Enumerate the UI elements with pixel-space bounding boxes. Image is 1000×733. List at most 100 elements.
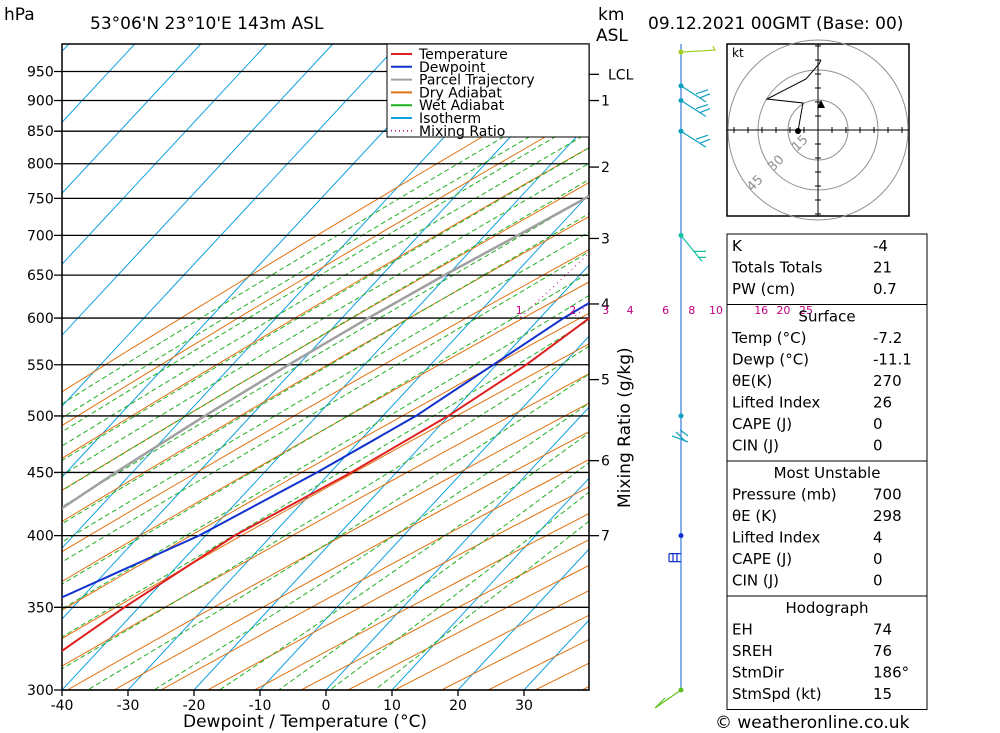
km-tick-label: 6	[601, 454, 610, 470]
pressure-tick-label: 300	[27, 683, 54, 699]
isotherm-line	[193, 264, 589, 690]
most-unstable-row-value: 0	[873, 572, 883, 590]
legend-label: Wet Adiabat	[419, 98, 505, 114]
surface-row-label: θE(K)	[732, 372, 772, 390]
most-unstable-row-label: CIN (J)	[732, 572, 779, 590]
wet-adiabat-line	[62, 162, 589, 476]
profile-lines	[62, 194, 589, 653]
dewpoint-line	[62, 301, 589, 599]
dry-adiabat-line	[62, 373, 589, 667]
storm-motion-marker	[817, 100, 825, 108]
pressure-units-label: hPa	[4, 5, 35, 25]
datetime-label: 09.12.2021 00GMT (Base: 00)	[648, 14, 903, 34]
km-tick-label: 1	[601, 94, 610, 110]
mixing-ratio-label: 8	[688, 304, 695, 317]
surface-row-label: Lifted Index	[732, 394, 820, 412]
hodograph-units: kt	[732, 46, 744, 60]
wet-adiabat-line	[62, 294, 589, 610]
most-unstable-row-value: 298	[873, 507, 902, 525]
isotherm-line	[62, 44, 532, 549]
dry-adiabat-line	[62, 343, 589, 640]
isotherm-line	[62, 44, 334, 336]
x-tick-label: 30	[515, 698, 533, 714]
isotherm-line	[127, 193, 589, 690]
pressure-tick-label: 400	[27, 529, 54, 545]
wind-barb	[680, 100, 711, 118]
wet-adiabat-line	[62, 101, 589, 419]
pressure-axis: 300 350 400 450 500 550 600 650 700 750 800 850 900 9…	[27, 65, 54, 699]
km-units-label: km	[598, 5, 624, 25]
isotherm-line	[62, 44, 466, 478]
wet-adiabat-line	[62, 116, 589, 433]
surface-row-value: 0	[873, 437, 883, 455]
mixing-ratio-label: 20	[776, 304, 790, 317]
mixing-ratio-title: Mixing Ratio (g/kg)	[615, 347, 635, 508]
hodograph-stats-table	[726, 595, 928, 710]
hodograph-stats-row-value: 15	[873, 685, 892, 703]
km-tick-label: 2	[601, 160, 610, 176]
copyright-label: © weatheronline.co.uk	[715, 713, 910, 733]
most-unstable-row-label: Pressure (mb)	[732, 486, 837, 504]
wet-adiabat-line	[62, 213, 589, 525]
x-tick-label: -40	[51, 698, 74, 714]
x-tick-label: 0	[322, 698, 331, 714]
surface-row-value: 0	[873, 415, 883, 433]
wind-barb	[680, 130, 711, 148]
km-tick-label: 3	[601, 231, 610, 247]
wind-barb	[680, 234, 706, 262]
x-tick-label: -10	[249, 698, 272, 714]
indices-row-value: 21	[873, 259, 892, 277]
dry-adiabat-line	[207, 486, 589, 690]
wet-adiabat-line	[62, 147, 589, 462]
wet-adiabat-line	[62, 178, 589, 492]
hodograph-stats-row-value: 76	[873, 642, 892, 660]
most-unstable-row-value: 4	[873, 529, 883, 547]
km-tick-label: 5	[601, 373, 610, 389]
pressure-tick-label: 500	[27, 409, 54, 425]
surface-row-value: -7.2	[873, 329, 902, 347]
legend-label: Isotherm	[419, 111, 481, 127]
mixing-ratio-label: 6	[662, 304, 669, 317]
surface-row-label: Dewp (°C)	[732, 351, 809, 369]
dry-adiabat-line	[113, 431, 589, 690]
wind-barb	[654, 689, 682, 709]
dry-adiabat-line	[62, 181, 589, 491]
asl-units-label: ASL	[596, 26, 628, 46]
location-title: 53°06'N 23°10'E 143m ASL	[90, 14, 324, 34]
km-tick-label: LCL	[608, 67, 634, 83]
indices-row-label: K	[732, 237, 743, 255]
pressure-tick-label: 750	[27, 191, 54, 207]
wet-adiabat-line	[62, 86, 589, 405]
wet-adiabat-line	[329, 491, 589, 690]
hodograph-stats-row-value: 74	[873, 621, 892, 639]
wet-adiabat-line	[153, 402, 589, 690]
dry-adiabat-line	[62, 111, 589, 427]
pressure-tick-label: 800	[27, 157, 54, 173]
legend-box	[386, 43, 590, 138]
dry-adiabat-line	[67, 402, 589, 690]
wind-barb	[680, 45, 716, 53]
mixing-ratio-label: 2	[569, 304, 576, 317]
indices-row-value: -4	[873, 237, 888, 255]
dry-adiabat-line	[62, 281, 589, 582]
surface-row-value: 270	[873, 372, 902, 390]
pressure-tick-label: 700	[27, 228, 54, 244]
hodograph-stats-row-value: 186°	[873, 664, 909, 682]
wind-level-dot	[678, 533, 684, 539]
x-tick-label: 10	[383, 698, 401, 714]
indices-tables: K -4 Totals Totals 21 PW (cm) 0.7 Surface Temp …	[726, 233, 928, 710]
mixing-ratio-label: 16	[754, 304, 768, 317]
mixing-ratio-label: 10	[709, 304, 723, 317]
pressure-tick-label: 850	[27, 124, 54, 140]
legend-label: Dewpoint	[419, 60, 486, 76]
hodograph-stats-row-label: StmSpd (kt)	[732, 685, 822, 703]
mixing-ratio-labels: 1 2 3 4 6 8 10 16 20 25	[516, 304, 813, 317]
isotherm-line	[391, 477, 589, 690]
hodograph-stats-row-label: SREH	[732, 642, 773, 660]
isotherm-line	[62, 44, 136, 124]
temperature-axis: -40 -30 -20 -10 0 10 20 30	[51, 690, 533, 714]
hodograph-stats-row-label: EH	[732, 621, 753, 639]
isotherm-line	[457, 548, 589, 690]
